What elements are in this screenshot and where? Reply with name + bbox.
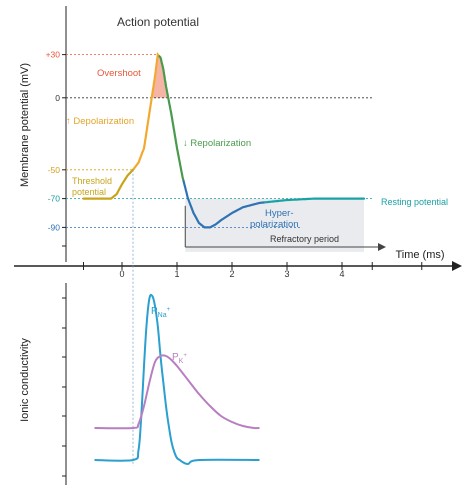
y-tick-label: -70	[48, 194, 61, 204]
depolarization-segment	[133, 51, 161, 170]
hyperpolarization-segment	[182, 180, 267, 229]
y-tick-label: +30	[46, 50, 61, 60]
sodium-series-label: PNa+	[151, 306, 171, 319]
y-axis-label-bottom: Ionic conductivity	[19, 338, 31, 422]
potassium-series-label: PK+	[172, 352, 187, 365]
x-axis-label: Time (ms)	[395, 249, 444, 261]
sodium-conductance-line	[94, 293, 260, 466]
annotation-label: polarization	[250, 219, 299, 230]
y-tick-label: 0	[55, 93, 60, 103]
annotation-label: ↓ Repolarization	[183, 138, 251, 149]
y-tick-label: -50	[48, 165, 61, 175]
x-tick-label: 2	[229, 269, 234, 279]
chart-title: Action potential	[117, 15, 199, 29]
annotation-label: ↑ Depolarization	[66, 116, 134, 127]
annotation-label: Hyper-	[265, 208, 294, 219]
potassium-conductance-line	[94, 354, 260, 430]
y-tick-label: -90	[48, 222, 61, 232]
annotation-label: Overshoot	[97, 68, 141, 79]
time-axis-arrowhead	[452, 261, 462, 271]
x-tick-label: 4	[339, 269, 344, 279]
y-axis-label-top: Membrane potential (mV)	[19, 63, 31, 187]
refractory-arrowhead	[378, 243, 386, 251]
overshoot-area	[151, 54, 169, 102]
threshold-phase-segment	[82, 167, 136, 200]
resting-segment	[263, 197, 366, 204]
annotation-label: potential	[72, 187, 106, 197]
x-tick-label: 3	[284, 269, 289, 279]
repolarization-segment	[158, 55, 185, 183]
annotation-label: Refractory period	[270, 234, 339, 244]
x-tick-label: 0	[119, 269, 124, 279]
ionic-conductivity-panel: PNa+ PK+	[62, 283, 260, 485]
x-tick-label: 1	[174, 269, 179, 279]
annotation-label: Threshold	[72, 176, 112, 186]
membrane-potential-panel: +30 0 -50 -70 -90 0 1 2 3 4 Overshoot ↑ Depolarizat…	[14, 6, 462, 466]
annotation-label: Resting potential	[381, 197, 448, 207]
